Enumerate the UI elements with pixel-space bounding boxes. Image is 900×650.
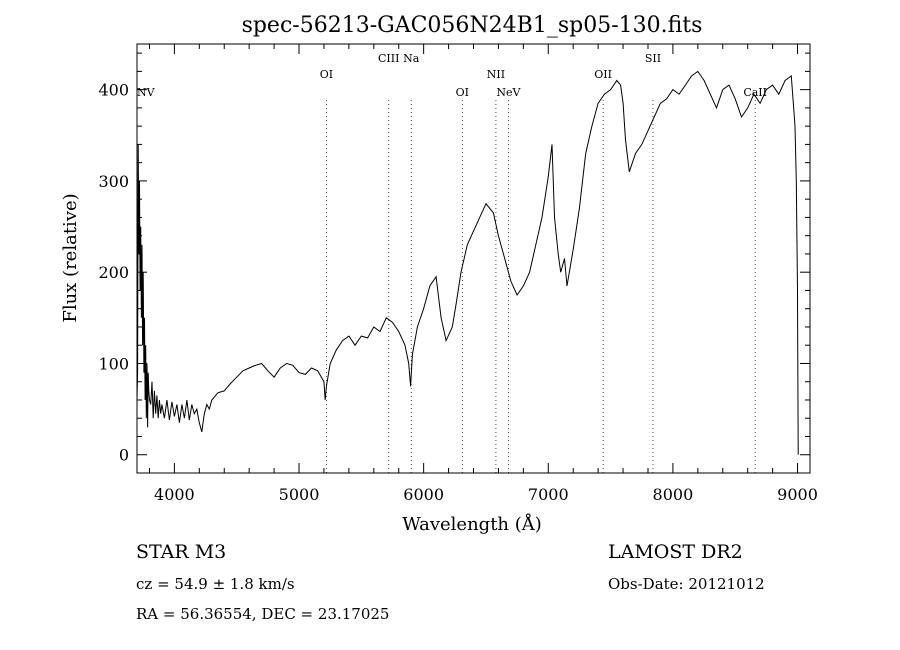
x-axis-label: Wavelength (Å) bbox=[402, 513, 542, 535]
x-tick-label: 6000 bbox=[403, 485, 444, 504]
observation-date: Obs-Date: 20121012 bbox=[608, 575, 765, 593]
y-tick-label: 300 bbox=[98, 172, 129, 191]
x-tick-label: 9000 bbox=[777, 485, 818, 504]
y-tick-label: 0 bbox=[119, 446, 129, 465]
x-tick-label: 7000 bbox=[528, 485, 569, 504]
spectral-line-label: CIII bbox=[378, 52, 399, 65]
x-tick-label: 5000 bbox=[279, 485, 320, 504]
plot-frame bbox=[136, 43, 811, 474]
spectral-line-label: SII bbox=[645, 52, 661, 65]
survey-name: LAMOST DR2 bbox=[608, 541, 743, 563]
y-tick-label: 200 bbox=[98, 263, 129, 282]
spectral-line-label: NeV bbox=[496, 86, 521, 99]
spectral-line-label: OII bbox=[594, 68, 612, 81]
coordinates: RA = 56.36554, DEC = 23.17025 bbox=[136, 605, 390, 623]
redshift-velocity: cz = 54.9 ± 1.8 km/s bbox=[136, 575, 295, 593]
spectral-line-label: OI bbox=[320, 68, 333, 81]
spectral-line-label: OI bbox=[456, 86, 469, 99]
spectral-line-label: NV bbox=[137, 86, 156, 99]
axis-ticks: 4000 5000 6000 7000 8000 9000 0 100 200 300 400 bbox=[98, 44, 818, 504]
chart-title: spec-56213-GAC056N24B1_sp05-130.fits bbox=[242, 13, 703, 38]
spectral-line-label: Na bbox=[403, 52, 420, 65]
spectrum-chart: spec-56213-GAC056N24B1_sp05-130.fits 400… bbox=[60, 13, 818, 535]
spectrum-line bbox=[136, 70, 799, 455]
y-tick-label: 100 bbox=[98, 354, 129, 373]
spectral-line-label: NII bbox=[487, 68, 505, 81]
spectral-line-markers: NV OI CIII Na OI NII NeV OII SII CaII bbox=[137, 52, 767, 473]
x-tick-label: 4000 bbox=[154, 485, 195, 504]
object-class: STAR M3 bbox=[136, 541, 227, 563]
y-axis-label: Flux (relative) bbox=[60, 193, 81, 322]
spectral-line-label: CaII bbox=[743, 86, 767, 99]
y-tick-label: 400 bbox=[98, 81, 129, 100]
x-tick-label: 8000 bbox=[653, 485, 694, 504]
